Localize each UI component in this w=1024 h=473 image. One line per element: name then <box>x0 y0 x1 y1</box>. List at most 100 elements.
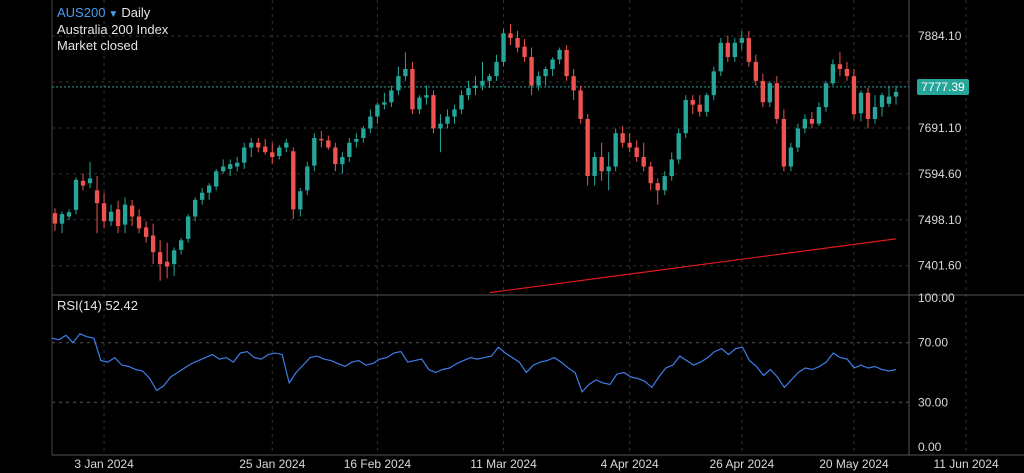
candle-body <box>73 179 79 210</box>
candle-body <box>774 83 780 119</box>
candle-body <box>129 205 135 217</box>
time-tick-label: 11 Jun 2024 <box>933 457 998 471</box>
candle-body <box>781 118 787 167</box>
candle-body <box>795 128 801 148</box>
candle-body <box>732 42 737 58</box>
candle-body <box>375 104 380 117</box>
candle-body <box>270 152 275 158</box>
candle-body <box>501 33 506 62</box>
candle-body <box>101 203 107 222</box>
candle-body <box>298 191 303 210</box>
candle-body <box>108 211 114 222</box>
candle-body <box>403 68 408 77</box>
candle-body <box>585 118 590 177</box>
candle-body <box>59 214 65 224</box>
candle-body <box>599 157 604 172</box>
candle-body <box>136 216 142 229</box>
candle-body <box>760 80 766 103</box>
moving-average-line <box>489 238 897 294</box>
candle-body <box>66 212 72 217</box>
time-tick-label: 16 Feb 2024 <box>344 457 412 471</box>
candle-body <box>508 33 513 39</box>
candle-body <box>753 61 759 81</box>
candle-body <box>319 138 324 141</box>
candle-body <box>711 71 716 96</box>
timeframe-label[interactable]: Daily <box>121 5 151 20</box>
candle-body <box>228 164 233 169</box>
candle-body <box>662 176 667 191</box>
candle-body <box>340 157 345 165</box>
candle-body <box>150 235 156 253</box>
candle-body <box>676 133 681 160</box>
triangle-down-icon[interactable]: ▼ <box>108 9 119 20</box>
candle-body <box>683 99 688 134</box>
candle-body <box>143 227 149 237</box>
candle-body <box>655 183 660 191</box>
time-tick-label: 25 Jan 2024 <box>239 457 305 471</box>
last-price-tag: 7777.39 <box>917 78 969 95</box>
candle-body <box>578 90 583 119</box>
time-tick-label: 11 Mar 2024 <box>470 457 537 471</box>
market-status: Market closed <box>57 38 138 53</box>
candle-body <box>522 46 527 58</box>
candle-body <box>865 92 871 119</box>
candle-body <box>550 59 555 69</box>
candle-body <box>115 209 121 227</box>
candle-body <box>171 250 177 265</box>
candle-body <box>242 147 247 163</box>
rsi-value: 52.42 <box>105 298 138 313</box>
candle-body <box>816 107 822 124</box>
rsi-title: RSI(14) <box>57 298 102 313</box>
candle-body <box>725 42 730 58</box>
rsi-tick-label: 100.00 <box>918 291 955 305</box>
candle-body <box>466 88 471 96</box>
candle-body <box>536 76 541 86</box>
candle-body <box>739 38 744 43</box>
time-tick-label: 3 Jan 2024 <box>74 457 134 471</box>
candle-body <box>207 185 212 193</box>
candle-body <box>641 157 646 167</box>
candle-body <box>361 128 366 138</box>
candle-body <box>893 91 899 97</box>
candle-body <box>347 142 352 158</box>
time-tick-label: 26 Apr 2024 <box>709 457 774 471</box>
candle-body <box>690 99 695 105</box>
candle-body <box>305 166 310 191</box>
candle-body <box>382 102 387 105</box>
candle-body <box>452 109 457 117</box>
rsi-tick-label: 30.00 <box>918 395 948 409</box>
candle-body <box>788 147 794 167</box>
candle-body <box>249 142 254 148</box>
candle-body <box>256 142 261 148</box>
candle-body <box>620 133 625 143</box>
candle-body <box>809 118 815 124</box>
candle-body <box>164 261 170 267</box>
candle-body <box>886 96 892 104</box>
candle-body <box>122 204 128 225</box>
candle-body <box>718 42 723 72</box>
rsi-tick-label: 70.00 <box>918 336 948 350</box>
candle-body <box>830 64 836 84</box>
candle-body <box>354 138 359 142</box>
candle-body <box>185 216 191 239</box>
price-tick-label: 7594.60 <box>918 167 962 181</box>
candle-body <box>284 142 289 148</box>
candle-body <box>669 159 674 177</box>
symbol-header: AUS200 ▼ Daily <box>57 4 150 23</box>
candle-body <box>872 107 878 119</box>
candle-body <box>459 95 464 110</box>
candle-body <box>858 92 864 114</box>
candle-body <box>94 190 100 204</box>
candle-body <box>214 171 219 187</box>
candle-body <box>221 166 226 172</box>
candle-body <box>192 199 198 217</box>
candle-body <box>592 157 597 177</box>
symbol-button[interactable]: AUS200 <box>57 5 106 20</box>
candle-body <box>823 83 829 108</box>
candle-body <box>634 147 639 158</box>
candle-body <box>648 166 653 184</box>
candle-body <box>410 68 415 110</box>
candle-body <box>557 49 562 60</box>
